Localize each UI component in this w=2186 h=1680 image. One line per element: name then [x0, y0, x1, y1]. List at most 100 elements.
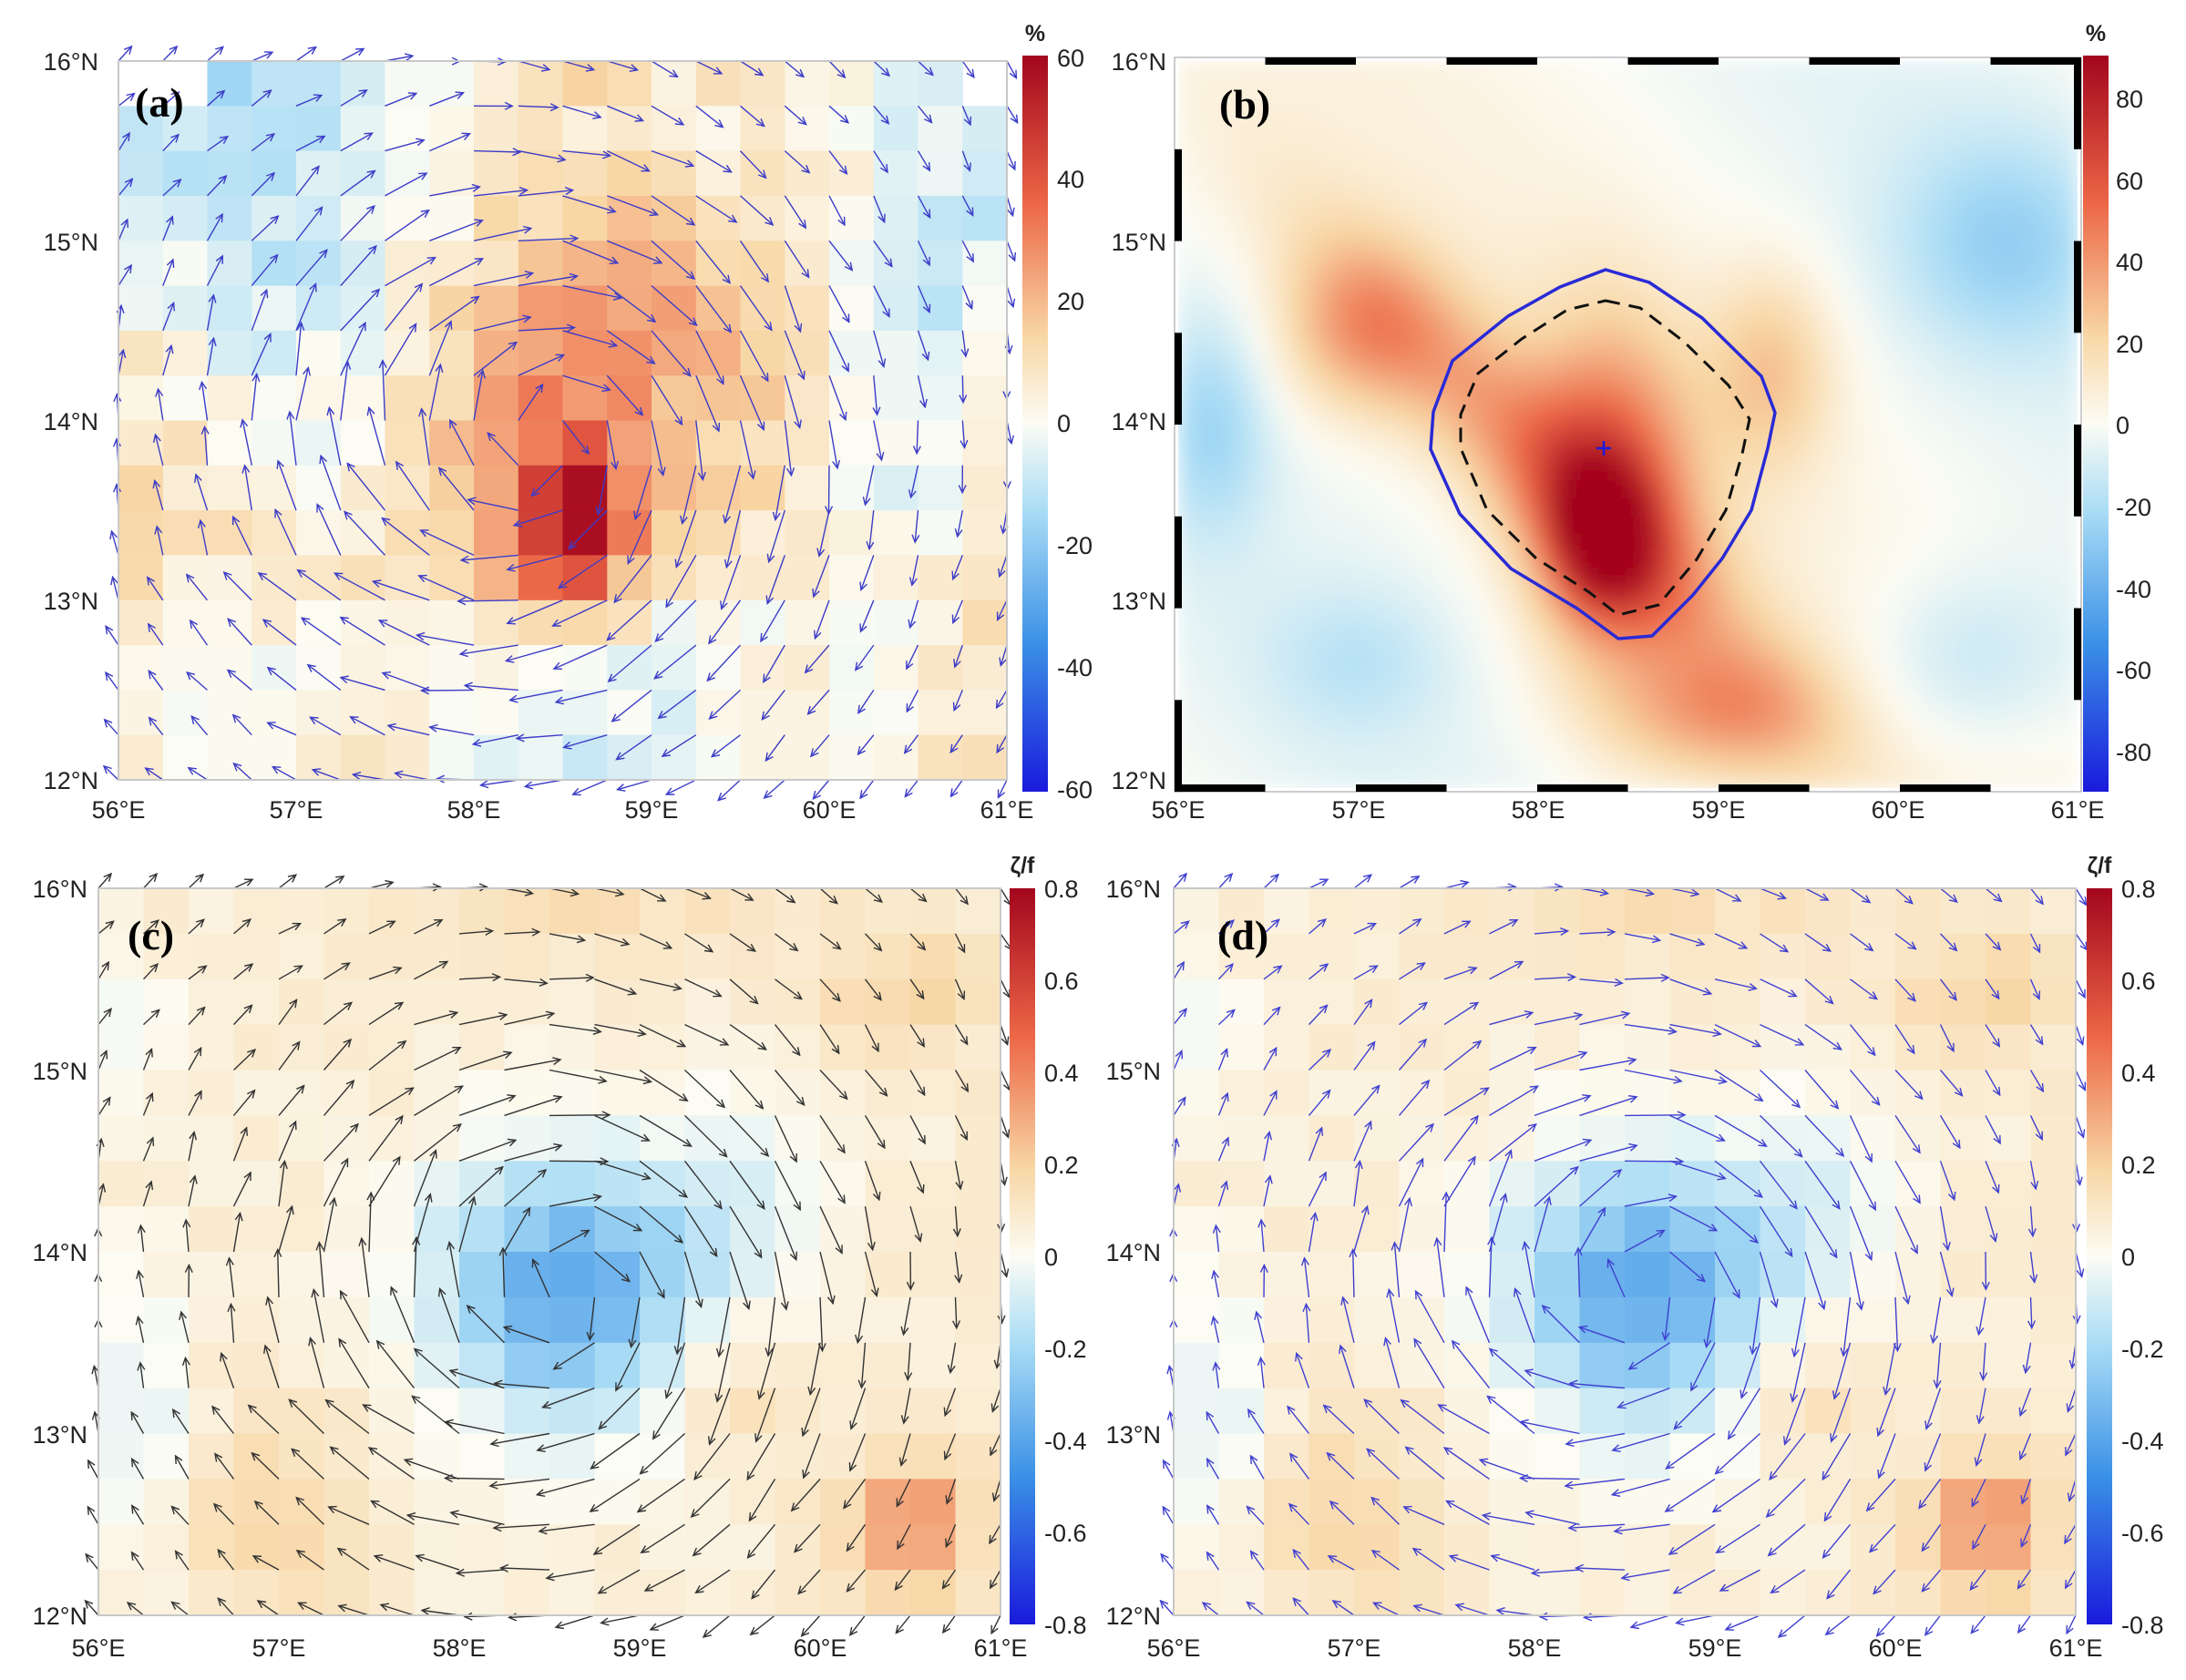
velocity-arrow: [1939, 1024, 1955, 1052]
field-cell: [504, 933, 550, 980]
velocity-arrow-head: [487, 432, 496, 442]
field-cell: [829, 375, 875, 422]
velocity-arrow: [949, 779, 963, 797]
velocity-arrow-head: [717, 792, 727, 802]
field-cell: [1178, 315, 1197, 335]
velocity-arrow: [917, 195, 931, 219]
velocity-arrow: [195, 474, 209, 511]
velocity-arrow: [1977, 1296, 1986, 1335]
velocity-arrow: [1534, 1196, 1551, 1253]
velocity-arrow-head: [840, 115, 850, 124]
velocity-arrow: [376, 1340, 416, 1389]
field-cell: [640, 1252, 686, 1298]
velocity-arrow: [207, 136, 229, 152]
field-cell: [820, 933, 867, 980]
velocity-arrow-head: [197, 518, 206, 529]
velocity-arrow: [337, 1548, 370, 1571]
velocity-arrow: [828, 60, 846, 78]
velocity-arrow: [278, 874, 297, 889]
field-cell: [1664, 569, 1683, 589]
field-cell: [414, 1115, 460, 1162]
field-cell: [385, 106, 430, 152]
field-cell: [233, 978, 280, 1026]
velocity-arrow-head: [1948, 942, 1958, 952]
field-cell: [1753, 569, 1773, 589]
field-cell: [1399, 1252, 1445, 1298]
velocity-arrow: [775, 465, 785, 520]
velocity-arrow-head: [960, 348, 970, 358]
field-cell: [1718, 515, 1737, 535]
field-cell: [910, 978, 957, 1026]
field-cell: [1715, 1433, 1761, 1480]
field-cell: [1879, 697, 1899, 717]
field-cell: [1718, 315, 1737, 335]
velocity-arrow: [894, 1569, 911, 1591]
velocity-arrow: [368, 1001, 404, 1026]
velocity-arrow: [954, 1296, 958, 1328]
velocity-arrow: [1443, 967, 1477, 980]
velocity-arrow-head: [110, 575, 118, 586]
field-cell: [1987, 642, 2006, 662]
field-cell: [955, 1115, 1001, 1162]
velocity-arrow-head: [966, 253, 974, 263]
velocity-arrow: [411, 1395, 460, 1435]
velocity-arrow-head: [1504, 1149, 1513, 1159]
field-cell: [1625, 1206, 1671, 1253]
field-cell: [1879, 242, 1899, 262]
velocity-arrow: [233, 963, 253, 980]
field-cell: [1411, 679, 1432, 699]
field-cell: [1951, 315, 1971, 335]
velocity-arrow: [361, 1238, 370, 1297]
field-cell: [1934, 661, 1953, 681]
velocity-arrow-head: [1010, 114, 1019, 124]
field-cell: [1951, 624, 1971, 644]
field-cell: [775, 1342, 821, 1389]
velocity-arrow: [1714, 1023, 1761, 1048]
field-cell: [1448, 169, 1467, 190]
field-cell: [1286, 497, 1306, 517]
field-cell: [1592, 97, 1611, 117]
field-cell: [1430, 297, 1450, 317]
field-cell: [1411, 406, 1432, 425]
velocity-arrow: [1669, 1160, 1726, 1180]
velocity-arrow: [561, 420, 590, 455]
velocity-arrow-head: [266, 171, 276, 181]
field-cell: [1735, 569, 1755, 589]
velocity-arrow-head: [337, 917, 347, 927]
velocity-arrow: [562, 284, 621, 299]
field-cell: [1537, 151, 1557, 171]
field-cell: [1358, 133, 1378, 153]
velocity-arrow: [252, 1555, 280, 1571]
velocity-arrow-head: [181, 1356, 190, 1367]
field-cell: [340, 690, 386, 736]
field-cell: [2023, 151, 2043, 171]
field-cell: [1534, 1115, 1581, 1162]
velocity-arrow-head: [262, 89, 272, 98]
field-cell: [1699, 478, 1719, 498]
velocity-arrow-head: [1717, 1172, 1727, 1181]
velocity-arrow: [909, 1161, 924, 1193]
velocity-arrow-head: [144, 767, 154, 776]
field-cell: [1286, 169, 1306, 190]
field-cell: [1699, 606, 1719, 626]
velocity-arrow-head: [375, 1339, 385, 1349]
field-cell: [1411, 315, 1432, 335]
field-cell: [1850, 1252, 1896, 1298]
field-cell: [1879, 551, 1899, 571]
field-cell: [1483, 115, 1504, 135]
field-cell: [1753, 224, 1773, 244]
field-cell: [207, 106, 252, 152]
field-cell: [1232, 297, 1251, 317]
field-cell: [1987, 460, 2006, 480]
field-cell: [1753, 297, 1773, 317]
velocity-arrow-head: [1007, 298, 1016, 309]
field-cell: [652, 734, 697, 781]
velocity-arrow: [428, 295, 479, 332]
field-cell: [279, 888, 325, 935]
field-cell: [1430, 569, 1450, 589]
field-cell: [1286, 261, 1306, 281]
velocity-arrow-head: [491, 973, 502, 982]
velocity-arrow: [627, 509, 652, 564]
velocity-arrow-head: [2035, 1131, 2043, 1142]
velocity-arrow-head: [857, 1379, 867, 1389]
